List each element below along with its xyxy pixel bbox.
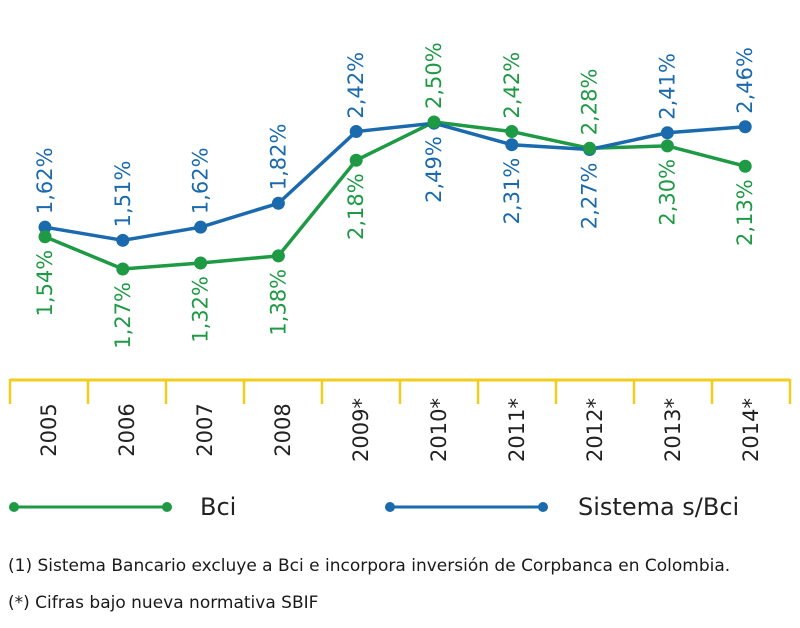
data-label: 2,18% (344, 173, 368, 240)
data-point (271, 196, 285, 210)
data-point (427, 115, 441, 129)
x-tick-label: 2013* (661, 398, 685, 462)
footnote-2: (*) Cifras bajo nueva normativa SBIF (8, 593, 319, 613)
data-label: 2,27% (578, 162, 602, 229)
line-chart: 2005 2006 2007 2008 2009* 2010* 2011* 2012* 2013… (8, 42, 792, 521)
data-point (271, 249, 285, 263)
data-label: 2,46% (733, 47, 757, 114)
data-point (116, 233, 130, 247)
x-tick-label: 2006 (115, 403, 139, 456)
data-point (660, 139, 674, 153)
x-tick-label: 2008 (271, 403, 295, 456)
data-label: 1,51% (111, 161, 135, 228)
data-point (505, 138, 519, 152)
data-point (349, 125, 363, 139)
data-label: 1,82% (266, 124, 290, 191)
legend-marker (538, 502, 548, 512)
series-line-sistema (44, 121, 746, 243)
x-tick-label: 2014* (739, 398, 763, 462)
legend-marker (385, 502, 395, 512)
x-tick-label: 2011* (505, 398, 529, 462)
data-point (116, 262, 130, 276)
data-label: 2,42% (500, 52, 524, 119)
data-label: 2,50% (422, 42, 446, 109)
footnote-1: (1) Sistema Bancario excluye a Bci e inc… (8, 556, 731, 576)
data-label: 1,62% (189, 147, 213, 214)
data-label: 2,49% (422, 136, 446, 203)
legend-label-sistema: Sistema s/Bci (578, 493, 739, 521)
data-label: 2,28% (578, 69, 602, 136)
data-point (38, 230, 52, 244)
legend-label-bci: Bci (200, 493, 236, 521)
legend-marker (162, 502, 172, 512)
legend-marker (9, 502, 19, 512)
data-label: 1,32% (189, 276, 213, 343)
data-label: 1,54% (33, 250, 57, 317)
x-tick-label: 2009* (349, 398, 373, 462)
data-point (505, 125, 519, 139)
data-point (349, 153, 363, 167)
data-point (194, 256, 208, 270)
data-point (194, 220, 208, 234)
data-label: 2,13% (733, 179, 757, 246)
data-label: 1,62% (33, 147, 57, 214)
data-label: 1,27% (111, 282, 135, 349)
series-line-bci (44, 120, 746, 271)
x-tick-label: 2005 (37, 403, 61, 456)
data-point (38, 220, 52, 234)
data-point (660, 126, 674, 140)
data-point (583, 141, 597, 155)
x-tick-label: 2012* (583, 398, 607, 462)
data-point (738, 159, 752, 173)
x-tick-label: 2010* (427, 398, 451, 462)
data-label: 2,31% (500, 158, 524, 225)
x-tick-label: 2007 (193, 403, 217, 456)
data-label: 1,38% (266, 269, 290, 336)
data-label: 2,41% (655, 53, 679, 120)
data-point (738, 120, 752, 134)
data-label: 2,30% (655, 159, 679, 226)
data-label: 2,42% (344, 52, 368, 119)
